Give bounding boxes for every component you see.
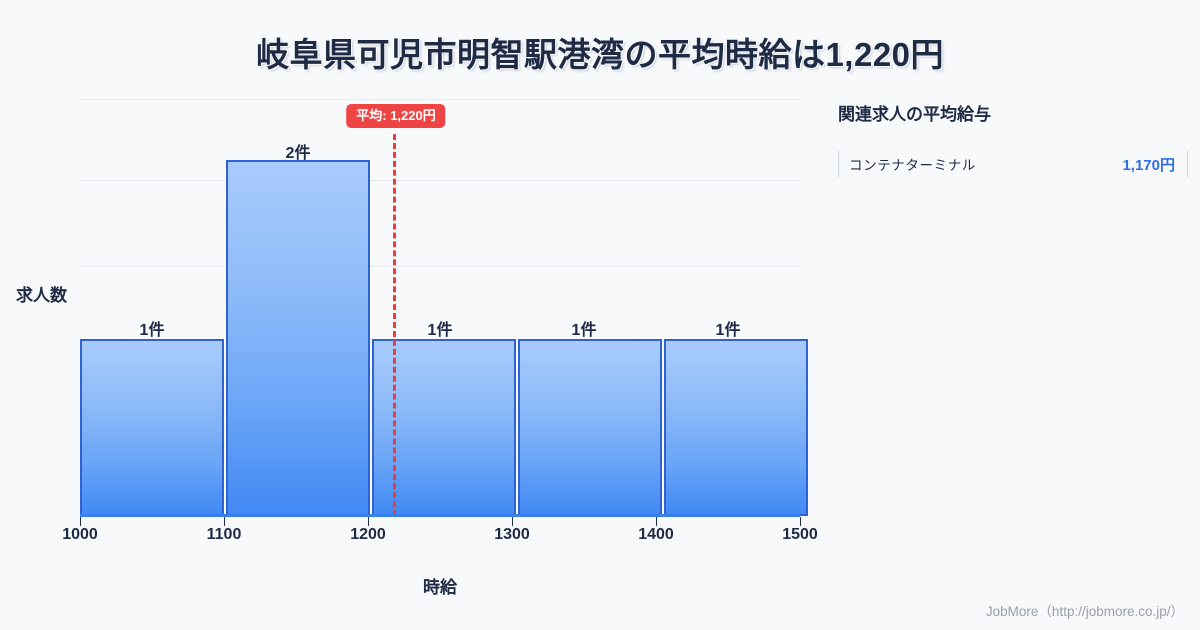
x-axis-line xyxy=(80,514,800,517)
x-axis-tick xyxy=(512,517,513,526)
related-jobs-title: 関連求人の平均給与 xyxy=(838,105,991,124)
y-axis-title: 求人数 xyxy=(16,286,67,305)
page-title: 岐阜県可児市明智駅港湾の平均時給は1,220円 xyxy=(255,36,945,73)
bar-value-label: 1件 xyxy=(427,322,453,339)
plot-area xyxy=(80,99,808,516)
gridline-1 xyxy=(80,99,800,100)
histogram-bar[interactable] xyxy=(226,160,370,516)
x-axis-label: 1400 xyxy=(638,526,674,543)
related-jobs-panel: 関連求人の平均給与 コンテナターミナル 1,170円 xyxy=(838,100,1188,177)
x-axis-label: 1200 xyxy=(350,526,386,543)
footer-watermark: JobMore（http://jobmore.co.jp/） xyxy=(985,604,1184,619)
histogram-bar[interactable] xyxy=(518,339,662,516)
histogram-bar[interactable] xyxy=(664,339,808,516)
related-job-value: 1,170円 xyxy=(1122,156,1175,174)
average-badge: 平均: 1,220円 xyxy=(346,104,446,128)
gridline-2 xyxy=(80,180,800,181)
related-job-name: コンテナターミナル xyxy=(849,158,976,173)
x-axis-tick xyxy=(80,517,81,526)
histogram-chart: 1件 2件 1件 1件 1件 平均: 1,220円 1000 1100 1200… xyxy=(16,99,818,597)
average-line xyxy=(393,134,396,516)
x-axis-label: 1300 xyxy=(494,526,530,543)
x-axis-tick xyxy=(800,517,801,526)
bar-value-label: 1件 xyxy=(139,322,165,339)
x-axis-label: 1500 xyxy=(782,526,818,543)
x-axis-tick xyxy=(224,517,225,526)
bar-value-label: 1件 xyxy=(571,322,597,339)
related-job-row[interactable]: コンテナターミナル 1,170円 xyxy=(838,151,1188,177)
gridline-3 xyxy=(80,266,800,267)
x-axis-label: 1100 xyxy=(206,526,242,543)
x-axis-tick xyxy=(656,517,657,526)
x-axis-label: 1000 xyxy=(62,526,98,543)
x-axis-tick xyxy=(368,517,369,526)
bar-value-label: 2件 xyxy=(285,145,311,162)
bar-value-label: 1件 xyxy=(715,322,741,339)
histogram-bar[interactable] xyxy=(80,339,224,516)
x-axis-title: 時給 xyxy=(423,578,457,597)
histogram-bar[interactable] xyxy=(372,339,516,516)
